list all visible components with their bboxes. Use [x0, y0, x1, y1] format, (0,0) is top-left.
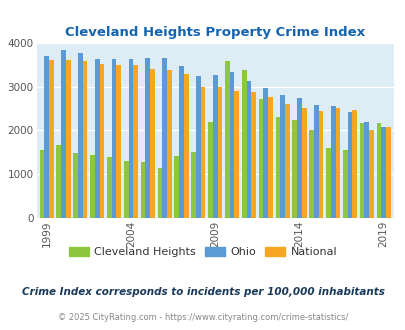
Bar [66, 59, 70, 218]
Bar [111, 59, 116, 218]
Bar [279, 95, 284, 218]
Bar [309, 130, 313, 218]
Bar [352, 110, 356, 218]
Bar [49, 60, 53, 218]
Bar [99, 64, 104, 218]
Bar [258, 99, 263, 218]
Bar [78, 52, 83, 218]
Bar [313, 105, 318, 218]
Bar [325, 148, 330, 218]
Bar [284, 104, 289, 218]
Bar [183, 74, 188, 218]
Bar [292, 120, 296, 218]
Bar [56, 145, 61, 218]
Bar [116, 65, 121, 218]
Bar [179, 66, 183, 218]
Bar [95, 59, 99, 218]
Text: © 2025 CityRating.com - https://www.cityrating.com/crime-statistics/: © 2025 CityRating.com - https://www.city… [58, 313, 347, 322]
Bar [359, 123, 364, 218]
Bar [44, 56, 49, 218]
Bar [174, 156, 179, 218]
Bar [251, 92, 255, 218]
Bar [196, 76, 200, 218]
Bar [128, 59, 133, 218]
Bar [385, 127, 390, 218]
Bar [141, 162, 145, 218]
Bar [83, 61, 87, 218]
Bar [275, 117, 279, 218]
Bar [229, 72, 234, 218]
Bar [107, 157, 111, 218]
Bar [208, 122, 212, 218]
Bar [166, 70, 171, 218]
Bar [162, 58, 166, 218]
Bar [263, 88, 267, 218]
Bar [200, 86, 205, 218]
Legend: Cleveland Heights, Ohio, National: Cleveland Heights, Ohio, National [64, 242, 341, 262]
Bar [246, 82, 251, 218]
Bar [191, 152, 196, 218]
Bar [145, 58, 150, 218]
Bar [335, 109, 339, 218]
Text: Crime Index corresponds to incidents per 100,000 inhabitants: Crime Index corresponds to incidents per… [21, 287, 384, 297]
Bar [150, 69, 154, 218]
Bar [364, 122, 368, 218]
Bar [224, 61, 229, 218]
Bar [157, 168, 162, 218]
Bar [124, 161, 128, 218]
Bar [330, 106, 335, 218]
Bar [217, 87, 222, 218]
Bar [342, 149, 347, 218]
Title: Cleveland Heights Property Crime Index: Cleveland Heights Property Crime Index [65, 26, 364, 39]
Bar [234, 91, 239, 218]
Bar [39, 149, 44, 218]
Bar [380, 127, 385, 218]
Bar [318, 111, 322, 218]
Bar [368, 130, 373, 218]
Bar [212, 75, 217, 218]
Bar [61, 50, 66, 218]
Bar [241, 70, 246, 218]
Bar [90, 155, 95, 218]
Bar [376, 123, 380, 218]
Bar [347, 112, 352, 218]
Bar [296, 98, 301, 218]
Bar [267, 97, 272, 218]
Bar [133, 65, 138, 218]
Bar [301, 108, 306, 218]
Bar [73, 153, 78, 218]
